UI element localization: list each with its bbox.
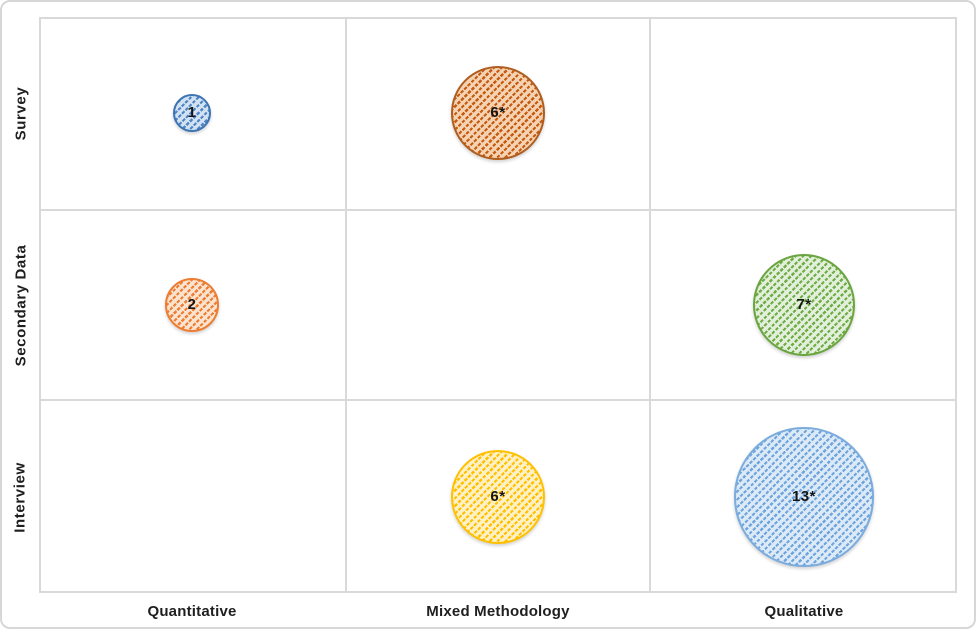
bubble-value-label: 6* [490, 488, 506, 506]
bubble-value-label: 7* [796, 296, 812, 314]
bubble-value-label: 2 [187, 296, 197, 314]
chart-bubble: 6* [450, 449, 546, 545]
bubble-value-label: 1 [187, 104, 197, 122]
y-axis-label-text: Interview [12, 461, 29, 533]
vertical-gridline [344, 19, 347, 591]
y-axis-label-secondary-data: Secondary Data [2, 209, 39, 401]
chart-bubble: 1 [172, 93, 212, 133]
y-axis-label-text: Secondary Data [12, 244, 29, 366]
vertical-gridline [649, 19, 652, 591]
y-axis-label-survey: Survey [2, 17, 39, 209]
plot-area: 1 6* 2 7* 6* 13* [39, 17, 957, 593]
y-axis-label-text: Survey [12, 86, 30, 140]
x-axis-label-mixed-methodology: Mixed Methodology [426, 602, 570, 620]
chart-bubble: 6* [450, 65, 546, 161]
x-axis-label-qualitative: Qualitative [764, 602, 844, 620]
horizontal-gridline [41, 208, 955, 211]
horizontal-gridline [41, 399, 955, 402]
chart-bubble: 7* [752, 253, 856, 357]
chart-bubble: 13* [734, 427, 874, 567]
chart-bubble: 2 [164, 277, 220, 333]
x-axis-label-quantitative: Quantitative [147, 602, 237, 620]
bubble-value-label: 6* [490, 104, 506, 122]
bubble-value-label: 13* [791, 488, 816, 506]
y-axis-label-interview: Interview [2, 401, 39, 593]
x-axis: Quantitative Mixed Methodology Qualitati… [39, 593, 957, 627]
